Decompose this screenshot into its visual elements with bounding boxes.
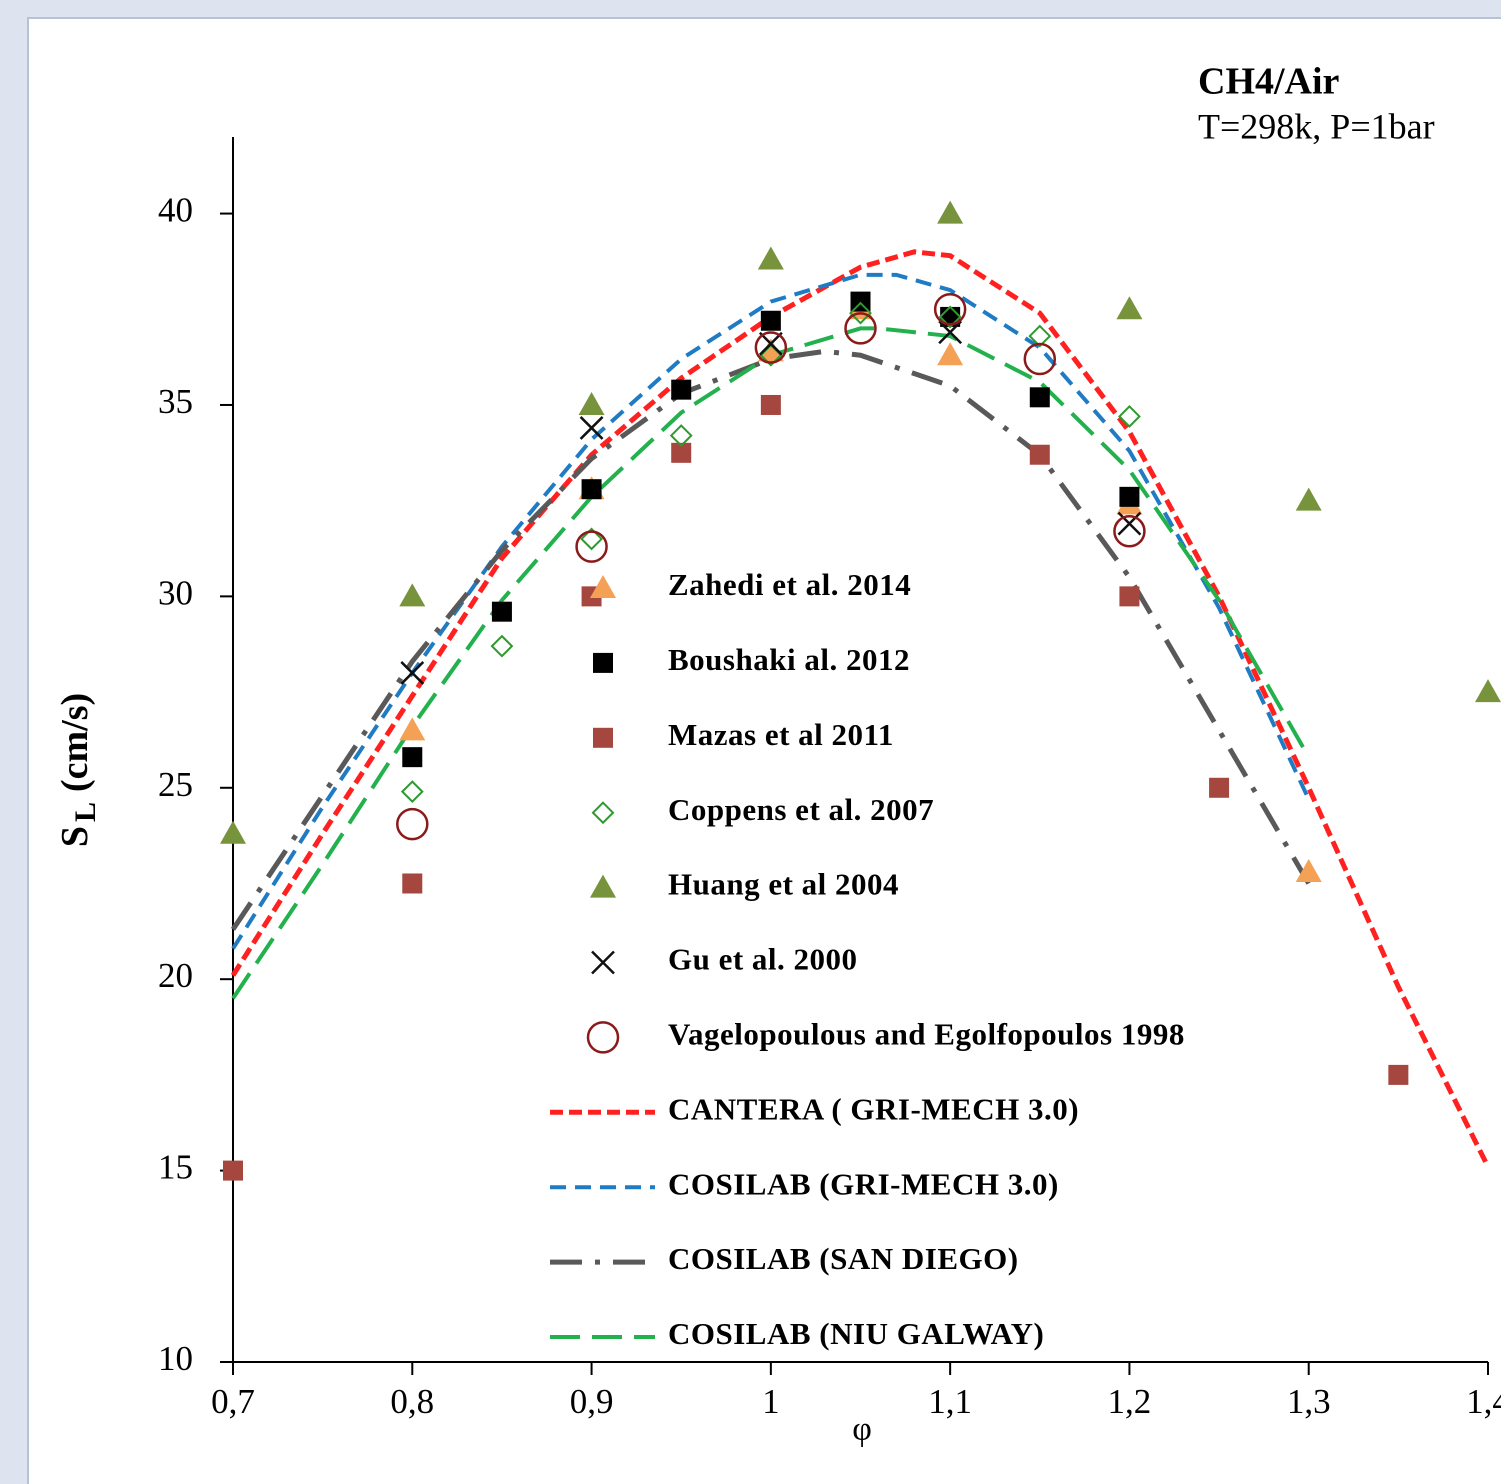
x-tick-label: 1	[762, 1382, 780, 1421]
legend-marker	[590, 575, 616, 598]
x-tick-label: 1,2	[1108, 1382, 1152, 1421]
legend-label: COSILAB (NIU GALWAY)	[668, 1316, 1044, 1351]
y-axis-label-sub: L	[69, 802, 102, 822]
legend-label: Mazas et al 2011	[668, 717, 894, 752]
marker-diamond	[580, 527, 603, 551]
marker-triangle	[1295, 487, 1322, 511]
legend-label: Gu et al. 2000	[668, 942, 858, 977]
series-line	[231, 326, 1311, 1000]
marker-circle	[754, 331, 788, 364]
marker-square	[223, 1160, 243, 1181]
y-axis-label-main: S	[54, 826, 96, 847]
legend-label: COSILAB (GRI-MECH 3.0)	[668, 1166, 1059, 1201]
marker-square	[1119, 486, 1140, 507]
marker-triangle	[1295, 859, 1322, 882]
marker-triangle	[399, 717, 426, 741]
marker-square	[402, 747, 423, 768]
y-axis-label-unit: (cm/s)	[54, 693, 96, 792]
y-tick-label: 30	[158, 573, 193, 612]
marker-circle	[1023, 342, 1057, 376]
legend-label: Huang et al 2004	[668, 867, 899, 902]
legend-marker	[593, 652, 613, 673]
x-tick-label: 1,3	[1287, 1382, 1331, 1421]
series-line	[230, 348, 1311, 931]
x-tick-label: 1,1	[928, 1382, 972, 1421]
legend-label: Zahedi et al. 2014	[668, 567, 911, 602]
marker-square	[760, 310, 781, 331]
y-tick-label: 25	[158, 765, 193, 804]
marker-diamond	[669, 424, 693, 448]
marker-triangle	[399, 583, 426, 607]
series-line	[230, 249, 1491, 1168]
marker-square	[1388, 1064, 1409, 1085]
marker-circle	[844, 312, 877, 345]
legend-label: CANTERA ( GRI-MECH 3.0)	[668, 1091, 1079, 1126]
legend-label: Coppens et al. 2007	[668, 792, 934, 827]
marker-diamond	[490, 634, 514, 658]
marker-cross	[400, 661, 425, 685]
marker-square	[491, 601, 512, 622]
marker-square	[671, 442, 692, 463]
legend-label: COSILAB (SAN DIEGO)	[668, 1241, 1019, 1276]
x-tick-label: 0,7	[211, 1382, 255, 1421]
marker-cross	[1117, 511, 1142, 536]
marker-square	[850, 291, 871, 312]
marker-triangle	[757, 246, 784, 270]
marker-triangle	[937, 342, 964, 366]
legend-label: Boushaki al. 2012	[668, 642, 910, 677]
marker-triangle	[220, 820, 246, 844]
legend-label: Vagelopoulous and Egolfopoulos 1998	[668, 1017, 1185, 1052]
y-tick-label: 35	[158, 382, 193, 421]
x-tick-label: 0,8	[390, 1382, 434, 1421]
marker-cross	[579, 416, 604, 440]
marker-triangle	[1475, 679, 1501, 703]
marker-square	[581, 479, 602, 500]
y-tick-label: 40	[158, 191, 193, 230]
marker-diamond	[938, 305, 962, 329]
y-tick-label: 10	[158, 1339, 193, 1378]
marker-diamond	[400, 780, 424, 804]
legend-marker	[593, 727, 613, 748]
chart-title: CH4/Air	[1198, 61, 1340, 103]
marker-diamond	[849, 301, 872, 325]
legend-marker	[586, 1021, 620, 1054]
y-axis-label: SL (cm/s)	[54, 693, 102, 847]
marker-square	[402, 873, 423, 894]
y-tick-label: 15	[158, 1148, 193, 1187]
marker-cross	[758, 331, 783, 356]
marker-square	[1209, 777, 1230, 798]
chart-subtitle: T=298k, P=1bar	[1198, 106, 1435, 146]
x-tick-label: 1,4	[1466, 1382, 1501, 1421]
marker-circle	[575, 530, 608, 563]
legend-marker	[591, 950, 615, 975]
marker-triangle	[757, 338, 784, 362]
marker-square	[760, 394, 781, 415]
marker-triangle	[937, 200, 964, 224]
marker-square	[1119, 586, 1140, 607]
marker-diamond	[1028, 324, 1052, 348]
y-tick-label: 20	[158, 956, 193, 995]
marker-triangle	[578, 391, 605, 415]
marker-circle	[933, 293, 967, 326]
marker-square	[1029, 444, 1050, 465]
marker-triangle	[1116, 296, 1143, 320]
legend-marker	[591, 801, 615, 825]
marker-circle	[1113, 515, 1146, 548]
marker-circle	[396, 807, 429, 841]
x-axis-label: φ	[852, 1411, 872, 1448]
x-tick-label: 0,9	[570, 1382, 614, 1421]
marker-diamond	[1118, 405, 1141, 428]
marker-cross	[938, 320, 963, 345]
marker-square	[671, 379, 692, 400]
legend-marker	[590, 874, 616, 898]
series-line	[231, 272, 1311, 950]
marker-square	[1029, 387, 1050, 408]
